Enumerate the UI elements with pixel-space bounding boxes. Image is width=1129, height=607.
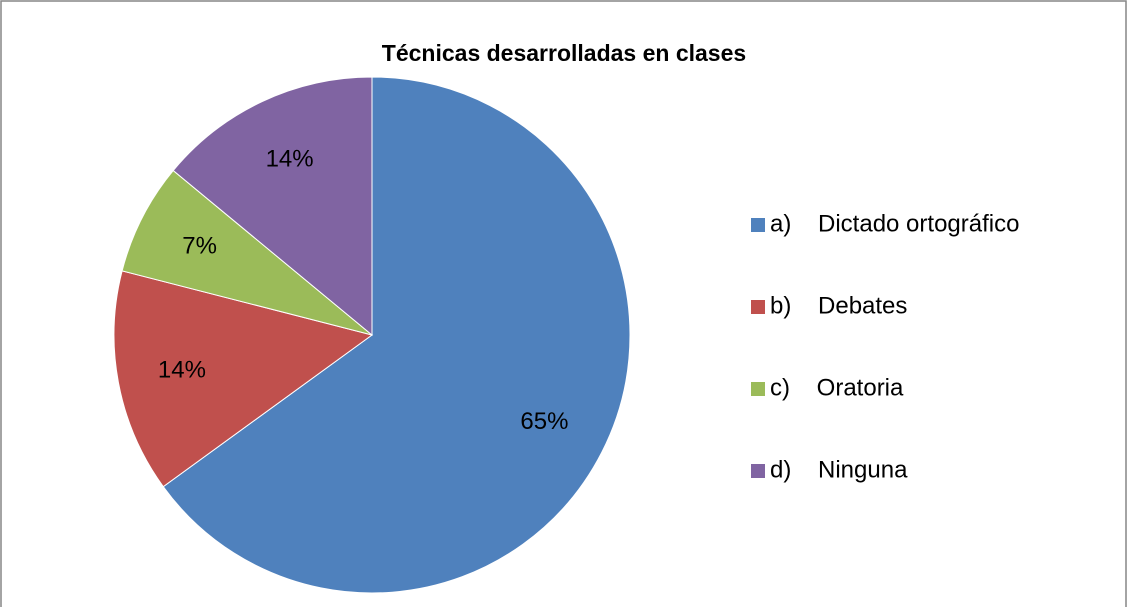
pie-slice	[172, 76, 373, 337]
legend-swatch	[751, 382, 765, 396]
chart-title: Técnicas desarrolladas en clases	[382, 40, 746, 66]
pie-slice	[113, 270, 374, 488]
pie-slice	[162, 76, 631, 594]
data-label: 14%	[158, 357, 206, 384]
data-label: 7%	[182, 232, 217, 259]
legend-label: d) Ninguna	[770, 456, 908, 483]
legend-label: b) Debates	[770, 292, 907, 319]
legend-swatch	[751, 300, 765, 314]
data-label: 14%	[266, 145, 314, 172]
legend-swatch	[751, 218, 765, 232]
pie-slice	[121, 169, 373, 336]
legend-swatch	[751, 464, 765, 478]
data-label: 65%	[520, 408, 568, 435]
legend-label: c) Oratoria	[770, 374, 904, 401]
legend-label: a) Dictado ortográfico	[770, 210, 1019, 237]
